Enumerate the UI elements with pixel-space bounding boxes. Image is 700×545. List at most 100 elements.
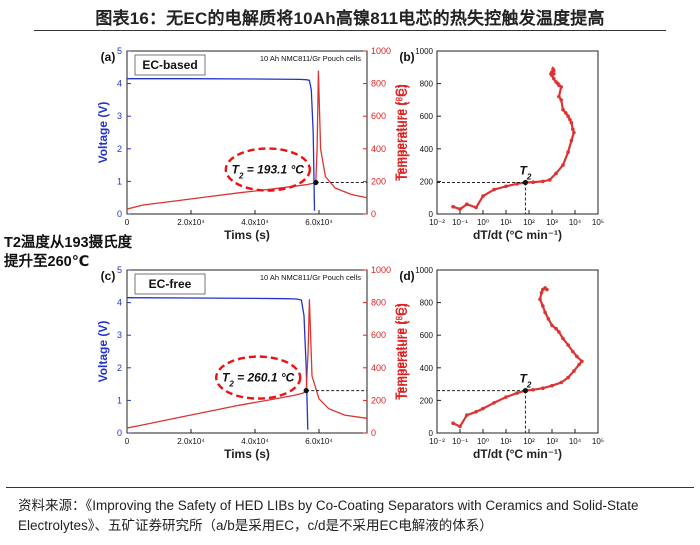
panel-d-data-point	[546, 317, 551, 321]
panel-b-data-point	[572, 130, 576, 135]
panel-a-voltage-tick-label: 4	[117, 79, 122, 89]
panel-d-y-tick-label: 200	[420, 396, 434, 405]
panel-c-x-tick-label: 0	[125, 437, 130, 446]
panel-b-y-tick-label: 400	[420, 145, 434, 154]
panel-b-data-point	[451, 204, 455, 209]
panel-b-data-point	[561, 163, 565, 167]
panel-d-data-point	[571, 349, 575, 354]
panel-b-data-point	[568, 117, 572, 122]
panel-b-x-tick-label: 10³	[546, 218, 558, 227]
panel-b-data-point	[566, 114, 570, 118]
panel-d-x-tick-label: 10⁻²	[429, 437, 445, 446]
figure-title: 图表16：无EC的电解质将10Ah高镍811电芯的热失控触发温度提高	[95, 9, 605, 28]
panel-b-data-point	[552, 72, 556, 76]
panel-a-temperature-tick-label: 200	[371, 176, 386, 186]
panel-a-temperature-tick-label: 400	[371, 144, 386, 154]
panel-d-data-point	[554, 326, 558, 331]
panel-b-data-point	[569, 138, 574, 143]
panel-a-y-left-axis-label: Voltage (V)	[96, 102, 110, 164]
panel-c-voltage-tick-label: 3	[117, 330, 122, 340]
panel-b-x-tick-label: 10⁻¹	[452, 218, 468, 227]
panel-c-voltage-tick-label: 1	[117, 395, 122, 405]
panel-d-data-point	[515, 391, 519, 395]
panel-c-voltage-tick-label: 0	[117, 428, 122, 438]
panel-c-series-voltage-line	[126, 297, 309, 430]
source-divider	[6, 487, 694, 488]
panel-b-data-point	[492, 187, 496, 192]
panel-c-temperature-tick-label: 400	[371, 363, 386, 373]
panel-d-data-point	[561, 336, 565, 341]
panel-c-x-tick-label: 2.0x10⁴	[177, 437, 205, 446]
panel-b-plot-frame	[436, 50, 599, 215]
panel-b-data-point	[531, 180, 535, 184]
panel-d-x-tick-label: 10⁻¹	[452, 437, 468, 446]
panel-c-y-right-axis-label: Temperature (°C)	[393, 303, 407, 400]
panel-d-data-point	[481, 406, 485, 411]
panel-d-data-point	[539, 291, 544, 295]
panel-a-panel-letter: (a)	[101, 50, 116, 64]
panel-b-x-tick-label: 10⁰	[477, 218, 489, 227]
panel-a-x-tick-label: 6.0x10⁴	[305, 218, 333, 227]
panel-b-t2-label: T2	[520, 164, 532, 182]
panel-d-y-tick-label: 1000	[415, 266, 433, 275]
panel-d-data-point	[465, 413, 469, 417]
panel-d-x-tick-label: 10¹	[500, 437, 512, 446]
panel-c-t2-highlight-circle	[215, 355, 302, 400]
panel-c-temperature-tick-label: 0	[371, 428, 376, 438]
panel-d-data-point	[504, 395, 508, 399]
panel-c-t2-annotation: T2 = 260.1 °C	[222, 371, 295, 389]
panel-c-panel-letter: (c)	[101, 269, 116, 283]
panel-b-x-tick-label: 10⁴	[569, 218, 582, 227]
panel-a-t2-highlight-circle	[224, 147, 311, 192]
panel-c-temperature-tick-label: 200	[371, 395, 386, 405]
panel-a-y-right-axis-label: Temperature (°C)	[393, 84, 407, 181]
panel-d-y-axis-label: Temperature (°C)	[396, 303, 410, 400]
panel-b-data-point	[548, 178, 552, 182]
panel-b-t2-marker	[522, 179, 529, 186]
panel-c-condition-label: EC-free	[149, 277, 192, 291]
panel-b-x-tick-label: 10¹	[500, 218, 512, 227]
panel-c-temperature-tick-label: 800	[371, 298, 386, 308]
panel-a-x-tick-label: 2.0x10⁴	[177, 218, 205, 227]
panel-b-data-point	[569, 120, 574, 125]
panel-d-trajectory-line	[452, 286, 584, 428]
panel-b-x-tick-label: 10⁻²	[429, 218, 445, 227]
panel-d-x-axis-label: dT/dt (°C min⁻¹)	[473, 447, 562, 461]
panel-b-data-point	[554, 171, 558, 176]
panel-b-x-tick-label: 10²	[523, 218, 535, 227]
panel-a-x-axis-label: Tims (s)	[224, 228, 270, 242]
panel-b-y-tick-label: 600	[420, 112, 434, 121]
panel-a-plot-frame	[126, 50, 368, 215]
panel-d-data-point	[492, 401, 496, 405]
panel-a-temperature-tick-label: 0	[371, 209, 376, 219]
panel-b-data-point	[559, 98, 563, 102]
panel-c-plot-frame	[126, 269, 368, 434]
panel-d-data-point	[566, 375, 570, 380]
panel-d-data-point	[543, 310, 547, 315]
panel-d-t2-marker	[522, 388, 529, 394]
panel-b-data-point	[557, 94, 561, 99]
side-note: T2温度从193摄氏度提升至260℃	[4, 235, 133, 270]
panel-a-voltage-tick-label: 0	[117, 209, 122, 219]
panel-c-temperature-tick-label: 1000	[371, 265, 391, 275]
panel-d-x-tick-label: 10²	[523, 437, 535, 446]
panel-a-x-tick-label: 4.0x10⁴	[241, 218, 269, 227]
panel-d-data-point	[566, 343, 570, 347]
panel-d-data-point	[577, 362, 581, 367]
panel-d-x-tick-label: 10⁰	[477, 437, 489, 446]
panel-a-temperature-tick-label: 600	[371, 111, 386, 121]
panel-d-x-tick-label: 10⁴	[569, 437, 582, 446]
panel-b-trajectory-line	[452, 65, 576, 211]
panel-b-data-point	[561, 107, 565, 112]
panel-b-y-tick-label: 1000	[415, 47, 433, 56]
panel-d-data-point	[575, 354, 579, 359]
panel-c-t2-marker	[303, 388, 309, 394]
panel-a-series-temperature-line	[126, 70, 368, 210]
panel-b-y-tick-label: 800	[420, 80, 434, 89]
panel-b-data-point	[458, 207, 462, 211]
panel-c-cell-label: 10 Ah NMC811/Gr Pouch cells	[260, 273, 361, 282]
panel-a-t2-annotation: T2 = 193.1 °C	[232, 163, 305, 181]
panel-d-y-tick-label: 0	[429, 429, 434, 438]
panel-b-data-point	[504, 184, 508, 189]
panel-b-x-axis-label: dT/dt (°C min⁻¹)	[473, 228, 562, 242]
